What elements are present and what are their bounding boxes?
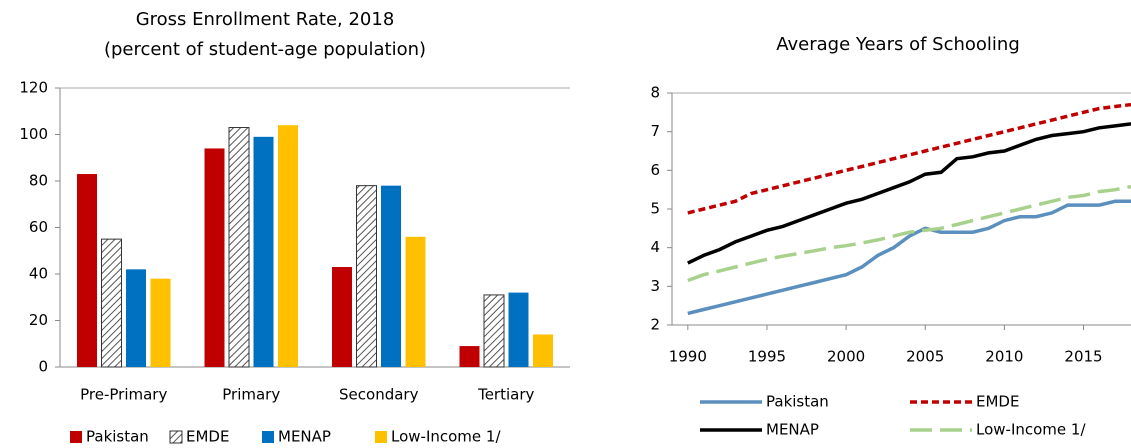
- bar: [459, 346, 480, 367]
- bar: [278, 125, 298, 367]
- y-tick-label: 7: [650, 122, 660, 140]
- legend-swatch: [375, 431, 387, 443]
- x-tick-label: 2015: [1064, 348, 1102, 366]
- chart-title: Gross Enrollment Rate, 2018: [136, 9, 395, 30]
- bar: [508, 292, 529, 367]
- x-tick-label: 2005: [906, 348, 944, 366]
- chart-subtitle: (percent of student-age population): [104, 39, 426, 60]
- line-series: [687, 122, 1131, 265]
- bar: [405, 236, 426, 367]
- legend-label: EMDE: [976, 393, 1019, 411]
- y-tick-label: 4: [650, 238, 660, 256]
- x-tick-label: 1990: [669, 348, 707, 366]
- y-tick-label: 100: [19, 125, 48, 143]
- legend-label: Pakistan: [86, 428, 149, 446]
- bar: [381, 185, 401, 367]
- bar: [356, 185, 377, 368]
- bar: [150, 278, 171, 367]
- x-tick-label: 2000: [827, 348, 865, 366]
- bar: [332, 267, 352, 367]
- bar: [483, 294, 505, 368]
- x-tick-label: Primary: [222, 386, 280, 404]
- y-tick-label: 2: [650, 316, 660, 334]
- line-series: [687, 184, 1131, 283]
- y-tick-label: 6: [650, 161, 660, 179]
- x-tick-label: Pre-Primary: [80, 386, 167, 404]
- x-tick-label: 1995: [748, 348, 786, 366]
- y-tick-label: 8: [650, 84, 660, 102]
- y-tick-label: 40: [29, 265, 48, 283]
- bar: [126, 269, 146, 367]
- line-series: [687, 199, 1131, 316]
- y-tick-label: 3: [650, 277, 660, 295]
- legend-swatch: [169, 430, 183, 444]
- y-tick-label: 5: [650, 200, 660, 218]
- y-tick-label: 0: [38, 358, 48, 376]
- x-tick-label: Secondary: [339, 386, 419, 404]
- legend-swatch: [262, 431, 274, 443]
- y-tick-label: 80: [29, 172, 48, 190]
- legend-label: EMDE: [186, 428, 229, 446]
- y-tick-label: 20: [29, 311, 48, 329]
- y-tick-label: 60: [29, 218, 48, 236]
- bar: [533, 334, 553, 367]
- legend-swatch: [70, 431, 82, 443]
- bar: [228, 127, 250, 368]
- legend-label: MENAP: [766, 421, 819, 439]
- bar: [77, 174, 97, 367]
- y-tick-label: 120: [19, 79, 48, 97]
- line-series: [687, 102, 1131, 215]
- chart-title: Average Years of Schooling: [776, 34, 1020, 55]
- legend-label: MENAP: [278, 428, 331, 446]
- legend-label: Low-Income 1/: [976, 421, 1086, 439]
- bar: [253, 136, 274, 367]
- legend-label: Pakistan: [766, 393, 829, 411]
- bar: [101, 238, 122, 368]
- bar: [204, 148, 225, 367]
- legend-label: Low-Income 1/: [391, 428, 501, 446]
- x-tick-label: Tertiary: [477, 386, 534, 404]
- x-tick-label: 2010: [985, 348, 1023, 366]
